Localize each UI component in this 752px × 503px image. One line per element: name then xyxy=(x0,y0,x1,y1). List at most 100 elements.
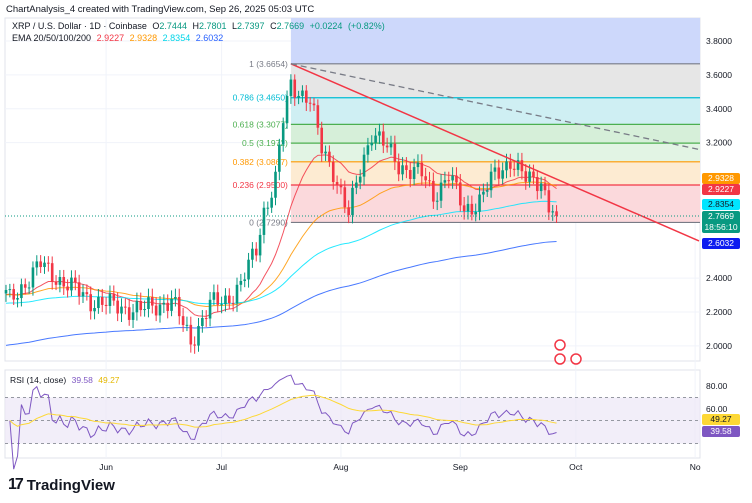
close-label: C xyxy=(270,21,277,31)
candle xyxy=(185,316,189,332)
candle-body xyxy=(74,277,77,283)
candle xyxy=(528,164,531,188)
candle-body xyxy=(351,187,354,216)
candle-body xyxy=(97,296,100,309)
candle-body xyxy=(143,309,146,311)
candle xyxy=(428,171,431,187)
candle-body xyxy=(520,160,524,172)
high-value: 2.7801 xyxy=(198,21,227,31)
candle-body xyxy=(147,297,150,310)
candle-body xyxy=(47,262,50,264)
fib-level-label: 0.786 (3.4650) xyxy=(233,93,288,103)
price-tick-label: 2.4000 xyxy=(706,273,732,283)
candle-body xyxy=(551,211,554,213)
candle xyxy=(320,121,323,162)
candle xyxy=(23,278,27,295)
price-tick-label: 3.8000 xyxy=(706,36,732,46)
candle xyxy=(285,90,289,129)
candle-body xyxy=(312,103,316,106)
candle-body xyxy=(124,306,127,308)
candle-body xyxy=(135,301,139,313)
candle xyxy=(77,274,81,305)
ema20-badge: 2.9227 xyxy=(702,184,740,195)
candle-body xyxy=(170,298,173,311)
candle-body xyxy=(89,294,92,312)
candle xyxy=(39,255,42,274)
candle xyxy=(335,175,339,194)
candle xyxy=(289,74,293,104)
candle-body xyxy=(131,312,135,320)
ema100-line xyxy=(5,200,557,305)
candle-body xyxy=(497,167,501,179)
candle xyxy=(385,137,389,153)
candle xyxy=(539,176,543,199)
candle-body xyxy=(270,197,273,208)
fib-level-label: 0.382 (3.0867) xyxy=(233,157,288,167)
candle-body xyxy=(127,307,131,320)
candle xyxy=(20,278,23,307)
candle-body xyxy=(208,299,212,319)
candle-body xyxy=(258,234,262,256)
candle-body xyxy=(489,171,493,191)
candle xyxy=(516,152,520,177)
candle xyxy=(151,288,154,314)
price-tick-label: 2.0000 xyxy=(706,341,732,351)
x-tick-label: Jul xyxy=(216,462,227,472)
ema-label[interactable]: EMA 20/50/100/200 xyxy=(12,33,92,43)
candle-body xyxy=(224,295,227,305)
rsi-ma-badge: 49.27 xyxy=(702,414,740,425)
ema100-value: 2.8354 xyxy=(162,33,191,43)
candle xyxy=(181,307,185,332)
candle xyxy=(355,175,358,195)
candle-body xyxy=(254,248,258,256)
candle xyxy=(224,288,227,312)
x-tick-label: Aug xyxy=(333,462,348,472)
symbol-name[interactable]: XRP / U.S. Dollar · 1D · Coinbase xyxy=(12,21,147,31)
candle-body xyxy=(181,316,185,326)
candle-body xyxy=(370,142,374,146)
close-value: 2.7669 xyxy=(276,21,305,31)
candle xyxy=(251,242,254,268)
rsi-tick-label: 80.00 xyxy=(706,381,728,391)
candle xyxy=(443,171,447,189)
candle-body xyxy=(405,165,408,170)
candle-body xyxy=(412,167,416,180)
price-tick-label: 3.2000 xyxy=(706,138,732,148)
candle-body xyxy=(512,168,516,170)
candle-body xyxy=(424,176,427,181)
ema100-badge: 2.8354 xyxy=(702,199,740,210)
candle-body xyxy=(459,182,462,206)
candle-body xyxy=(543,183,547,191)
candle xyxy=(131,303,135,328)
tradingview-logo[interactable]: 17 TradingView xyxy=(8,476,115,494)
symbol-legend: XRP / U.S. Dollar · 1D · Coinbase O2.744… xyxy=(12,21,388,31)
candle-body xyxy=(185,324,189,326)
candle xyxy=(16,292,19,308)
candle-body xyxy=(389,143,393,148)
candle-body xyxy=(331,161,335,183)
candle xyxy=(459,174,462,212)
rsi-label[interactable]: RSI (14, close) xyxy=(10,375,67,385)
candle xyxy=(270,191,273,213)
candle-body xyxy=(439,182,443,201)
candle-body xyxy=(43,262,46,268)
change-pct: (+0.82%) xyxy=(347,21,385,31)
candle xyxy=(520,152,524,180)
candle-body xyxy=(220,304,223,306)
candle-body xyxy=(104,304,108,307)
candle-body xyxy=(85,292,89,295)
descending-trendline xyxy=(290,63,700,242)
candle xyxy=(70,270,73,297)
candle xyxy=(397,153,400,182)
price-tick-label: 3.4000 xyxy=(706,104,732,114)
ema50-badge: 2.9328 xyxy=(702,173,740,184)
candle xyxy=(127,298,131,326)
candle-body xyxy=(528,171,531,182)
candle xyxy=(274,165,277,206)
candle xyxy=(512,161,516,177)
tradingview-brand: TradingView xyxy=(26,476,115,494)
candle-body xyxy=(158,304,162,316)
candle-body xyxy=(4,290,8,294)
